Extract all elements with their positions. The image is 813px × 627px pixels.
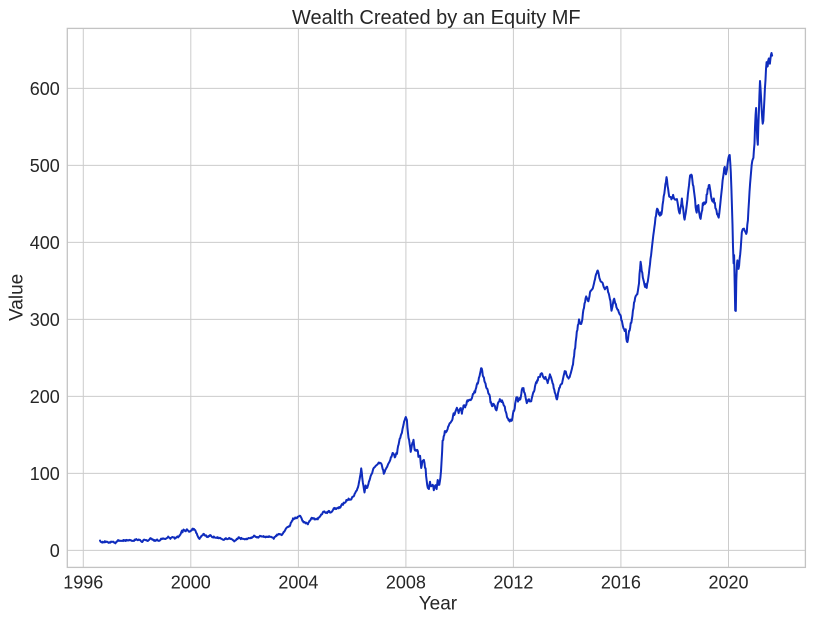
svg-text:2008: 2008 (386, 572, 426, 592)
svg-text:Value: Value (6, 274, 27, 321)
svg-text:Wealth Created by an Equity MF: Wealth Created by an Equity MF (292, 7, 581, 29)
svg-text:600: 600 (30, 79, 60, 99)
svg-text:0: 0 (50, 541, 60, 561)
svg-text:500: 500 (30, 156, 60, 176)
svg-text:2000: 2000 (171, 572, 211, 592)
svg-text:2004: 2004 (278, 572, 318, 592)
svg-text:400: 400 (30, 233, 60, 253)
svg-text:200: 200 (30, 387, 60, 407)
svg-text:2020: 2020 (708, 572, 748, 592)
svg-text:Year: Year (419, 594, 458, 615)
svg-text:2016: 2016 (601, 572, 641, 592)
svg-text:100: 100 (30, 464, 60, 484)
svg-text:2012: 2012 (493, 572, 533, 592)
svg-text:1996: 1996 (63, 572, 103, 592)
svg-text:300: 300 (30, 310, 60, 330)
